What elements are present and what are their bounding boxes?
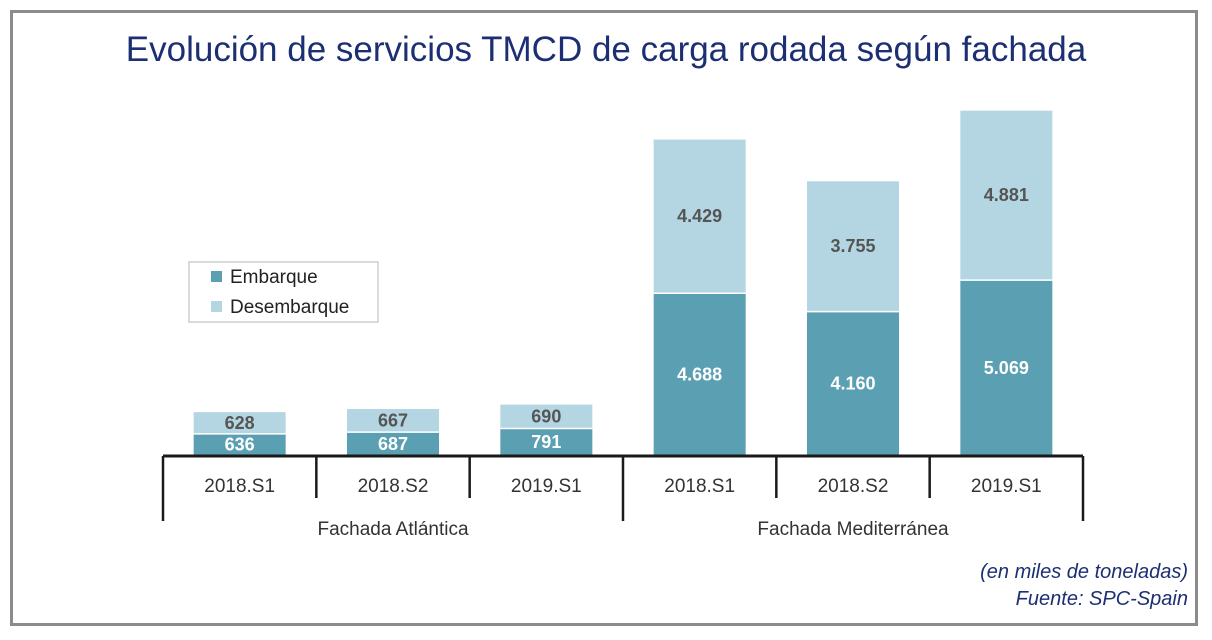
bar-desembarque	[807, 181, 899, 312]
data-label-embarque: 5.069	[984, 358, 1029, 378]
bar-embarque	[347, 432, 439, 456]
bar-desembarque	[960, 110, 1053, 281]
data-label-desembarque: 4.429	[677, 206, 722, 226]
data-label-embarque: 636	[225, 435, 255, 455]
legend-label-embarque: Embarque	[230, 267, 318, 288]
bar-desembarque	[500, 404, 593, 429]
data-label-embarque: 791	[531, 432, 561, 452]
data-label-desembarque: 4.881	[984, 185, 1029, 205]
group-label: Fachada Mediterránea	[757, 519, 949, 540]
x-tick-label: 2019.S1	[511, 476, 582, 497]
data-label-desembarque: 690	[531, 406, 561, 426]
group-label: Fachada Atlántica	[317, 519, 468, 540]
legend-swatch-desembarque	[211, 301, 222, 312]
data-label-embarque: 4.688	[677, 364, 722, 384]
legend-swatch-embarque	[211, 271, 222, 282]
unit-note: (en miles de toneladas)	[980, 561, 1188, 583]
data-label-embarque: 4.160	[830, 374, 875, 394]
data-label-desembarque: 667	[378, 410, 408, 430]
bar-desembarque	[193, 412, 286, 434]
bar-embarque	[500, 428, 593, 456]
chart-title: Evolución de servicios TMCD de carga rod…	[125, 30, 1087, 69]
data-label-desembarque: 628	[225, 413, 255, 433]
data-label-embarque: 687	[378, 434, 408, 454]
legend-label-desembarque: Desembarque	[230, 297, 349, 318]
bar-embarque	[193, 433, 286, 456]
x-tick-label: 2019.S1	[971, 476, 1042, 497]
bar-desembarque	[347, 409, 439, 433]
bar-embarque	[960, 280, 1053, 456]
x-tick-label: 2018.S1	[204, 476, 275, 497]
bar-desembarque	[653, 139, 746, 294]
bar-embarque	[807, 311, 899, 456]
data-label-desembarque: 3.755	[830, 236, 875, 256]
bar-embarque	[653, 293, 746, 456]
x-tick-label: 2018.S2	[358, 476, 429, 497]
x-tick-label: 2018.S2	[818, 476, 889, 497]
source-note: Fuente: SPC-Spain	[1015, 588, 1188, 610]
x-tick-label: 2018.S1	[664, 476, 735, 497]
